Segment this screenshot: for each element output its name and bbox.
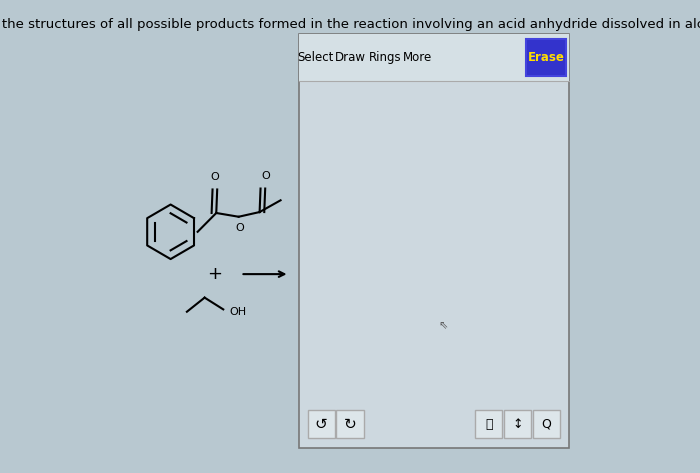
Text: OH: OH (230, 307, 246, 317)
Text: Draw: Draw (335, 51, 365, 64)
Text: O: O (236, 223, 244, 233)
FancyBboxPatch shape (504, 411, 531, 438)
Text: ↺: ↺ (315, 417, 328, 432)
FancyBboxPatch shape (337, 411, 363, 438)
FancyBboxPatch shape (475, 411, 503, 438)
Bar (299, 35, 569, 81)
FancyBboxPatch shape (533, 411, 560, 438)
Text: Erase: Erase (528, 51, 564, 64)
Text: Select: Select (297, 51, 333, 64)
Text: ⌕: ⌕ (485, 418, 493, 430)
Text: ⇖: ⇖ (438, 321, 448, 331)
Text: Draw the structures of all possible products formed in the reaction involving an: Draw the structures of all possible prod… (0, 18, 700, 31)
FancyBboxPatch shape (307, 411, 335, 438)
FancyBboxPatch shape (526, 39, 566, 76)
Text: ↻: ↻ (344, 417, 356, 432)
Text: ↕: ↕ (512, 418, 523, 430)
Text: O: O (261, 172, 270, 182)
Text: +: + (207, 265, 223, 283)
Text: O: O (211, 173, 219, 183)
Text: Q: Q (542, 418, 552, 430)
FancyBboxPatch shape (299, 35, 569, 448)
Text: More: More (403, 51, 432, 64)
Text: Rings: Rings (369, 51, 401, 64)
